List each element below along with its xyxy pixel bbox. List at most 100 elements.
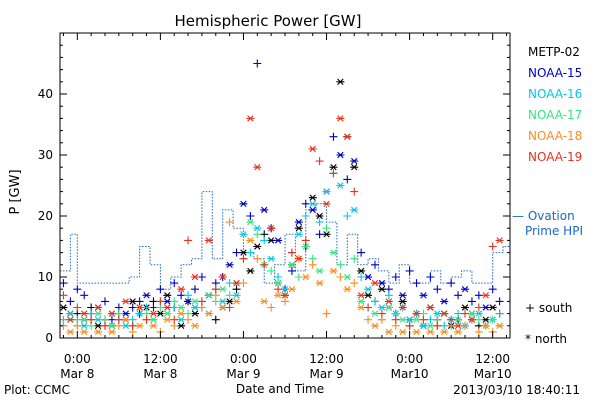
noaa-18-south-point: [239, 279, 248, 288]
marker-key-north: * north: [525, 332, 567, 346]
noaa-16-south-point: [384, 291, 393, 300]
noaa-17-north-point: [412, 316, 421, 323]
noaa-16-north-point: [267, 255, 276, 262]
noaa-15-south-point: [135, 297, 144, 306]
noaa-18-north-point: [343, 286, 352, 293]
noaa-18-north-point: [232, 298, 241, 305]
noaa-15-south-point: [107, 315, 116, 324]
noaa-15-south-point: [191, 285, 199, 294]
noaa-19-north-point: [495, 237, 504, 244]
noaa-18-north-point: [177, 310, 186, 317]
noaa-18-north-point: [426, 328, 435, 336]
noaa-19-south-point: [87, 315, 96, 324]
ovation-hpi-line: [60, 191, 511, 290]
legend-item-noaa-19: NOAA-19: [528, 150, 582, 164]
noaa-15-south-point: [170, 279, 179, 288]
metp-02-north-point: [398, 298, 407, 305]
noaa-18-north-point: [94, 328, 103, 336]
noaa-19-south-point: [287, 248, 296, 257]
noaa-15-south-point: [177, 291, 186, 300]
noaa-15-north-point: [121, 310, 130, 317]
noaa-17-north-point: [454, 316, 463, 323]
noaa-16-north-point: [364, 286, 373, 293]
noaa-15-north-point: [419, 292, 428, 299]
metp-02-north-point: [163, 292, 172, 299]
noaa-19-north-point: [218, 273, 227, 281]
noaa-15-south-point: [73, 285, 82, 294]
metp-02-north-point: [253, 243, 262, 250]
noaa-19-north-point: [94, 304, 103, 311]
metp-02-north-point: [481, 316, 490, 323]
noaa-18-north-point: [495, 322, 504, 329]
noaa-19-south-point: [447, 315, 456, 324]
noaa-15-south-point: [101, 297, 109, 306]
noaa-19-south-point: [301, 236, 310, 245]
noaa-18-north-point: [315, 279, 324, 287]
noaa-19-south-point: [225, 303, 234, 312]
noaa-18-south-point: [267, 303, 276, 312]
noaa-16-north-point: [121, 322, 130, 329]
noaa-18-north-point: [301, 273, 310, 281]
noaa-15-north-point: [461, 286, 469, 293]
noaa-16-north-point: [80, 322, 89, 329]
noaa-17-south-point: [474, 315, 483, 324]
x-tick-time-label: 0:00: [64, 352, 91, 366]
y-tick-label: 30: [38, 148, 53, 162]
noaa-16-north-point: [66, 310, 75, 317]
noaa-15-south-point: [59, 279, 68, 288]
noaa-15-north-point: [260, 206, 269, 214]
noaa-18-north-point: [260, 298, 269, 305]
metp-02-north-point: [308, 194, 317, 201]
metp-02-north-point: [377, 286, 386, 293]
metp-02-north-point: [364, 292, 373, 299]
metp-02-south-point: [232, 285, 241, 294]
noaa-19-north-point: [343, 133, 352, 140]
noaa-19-north-point: [412, 310, 421, 317]
noaa-18-north-point: [440, 328, 449, 336]
noaa-16-south-point: [225, 279, 234, 288]
noaa-19-north-point: [281, 292, 289, 299]
noaa-19-south-point: [377, 309, 386, 318]
noaa-17-north-point: [163, 310, 172, 317]
metp-02-north-point: [336, 78, 345, 85]
noaa-19-north-point: [232, 279, 241, 287]
x-tick-date-label: Mar10: [391, 367, 429, 381]
noaa-15-south-point: [467, 297, 476, 306]
noaa-17-south-point: [170, 297, 179, 306]
noaa-19-north-point: [121, 298, 130, 305]
noaa-18-north-point: [357, 304, 366, 311]
metp-02-north-point: [191, 310, 199, 317]
noaa-19-south-point: [59, 291, 68, 300]
noaa-19-north-point: [467, 316, 476, 323]
noaa-19-north-point: [253, 164, 262, 171]
noaa-18-south-point: [184, 315, 193, 324]
noaa-19-north-point: [384, 298, 393, 305]
noaa-15-north-point: [364, 273, 373, 281]
noaa-19-south-point: [391, 315, 400, 324]
noaa-15-south-point: [329, 132, 338, 141]
noaa-16-south-point: [371, 297, 379, 306]
noaa-19-south-point: [142, 315, 151, 324]
metp-02-north-point: [322, 231, 331, 238]
noaa-15-south-point: [246, 212, 255, 220]
noaa-15-south-point: [287, 266, 296, 275]
noaa-17-north-point: [467, 310, 476, 317]
noaa-15-north-point: [239, 200, 248, 207]
noaa-15-south-point: [412, 279, 421, 288]
noaa-16-south-point: [357, 273, 366, 281]
noaa-19-south-point: [197, 297, 206, 306]
marker-key: + south * north: [525, 301, 572, 346]
noaa-19-north-point: [163, 304, 172, 311]
noaa-16-north-point: [135, 310, 144, 317]
marker-key-south: + south: [525, 301, 572, 315]
noaa-15-north-point: [225, 261, 234, 268]
noaa-15-north-point: [481, 304, 490, 311]
noaa-16-south-point: [184, 291, 193, 300]
metp-02-north-point: [350, 164, 359, 171]
noaa-17-north-point: [204, 292, 213, 299]
noaa-15-south-point: [197, 273, 206, 281]
noaa-15-south-point: [454, 291, 463, 300]
metp-02-north-point: [239, 249, 248, 256]
noaa-19-south-point: [405, 321, 414, 330]
